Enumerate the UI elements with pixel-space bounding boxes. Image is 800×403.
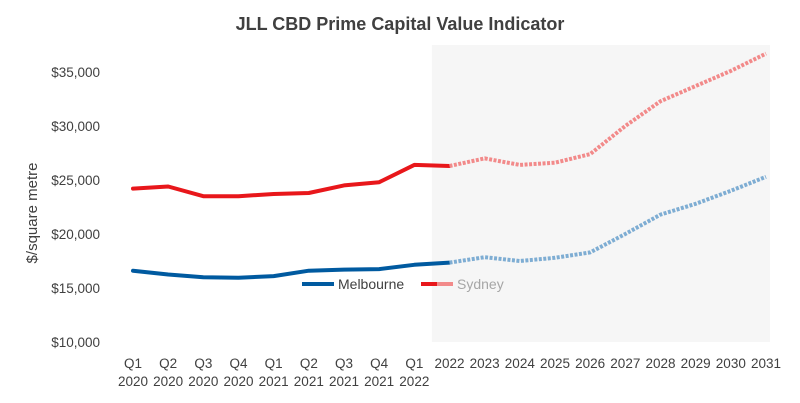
- melbourne-actual-line: [131, 260, 452, 280]
- x-tick-label: 2020: [118, 374, 148, 389]
- x-tick-label: 2021: [329, 374, 359, 389]
- x-tick-label: Q1: [124, 356, 142, 371]
- series-lines: [131, 51, 767, 280]
- x-tick-label: Q1: [265, 356, 283, 371]
- x-tick-label: 2020: [223, 374, 253, 389]
- x-tick-label: 2025: [540, 356, 570, 371]
- y-tick-label: $30,000: [51, 119, 100, 134]
- melbourne-forecast-line: [449, 174, 767, 265]
- y-tick-label: $15,000: [51, 281, 100, 296]
- y-tick-label: $10,000: [51, 335, 100, 350]
- x-tick-label: Q2: [159, 356, 177, 371]
- x-tick-label: Q3: [194, 356, 212, 371]
- forecast-shaded-region: [431, 45, 770, 342]
- x-tick-label: 2022: [399, 374, 429, 389]
- y-tick-label: $35,000: [51, 65, 100, 80]
- legend: Melbourne Sydney: [302, 276, 504, 292]
- x-tick-label: 2031: [751, 356, 781, 371]
- chart-title: JLL CBD Prime Capital Value Indicator: [236, 14, 565, 34]
- x-axis-ticks: Q1 2020 Q2 2020 Q3 2020 Q4 2020 Q1 2021 Q2 2021 Q3 20…: [118, 356, 781, 389]
- legend-melbourne-label: Melbourne: [338, 276, 404, 292]
- x-tick-label: 2027: [610, 356, 640, 371]
- x-tick-label: Q1: [405, 356, 423, 371]
- x-tick-label: 2030: [716, 356, 746, 371]
- x-tick-label: 2024: [505, 356, 536, 371]
- x-tick-label: 2028: [645, 356, 675, 371]
- sydney-actual-line: [131, 162, 452, 199]
- x-tick-label: Q4: [370, 356, 389, 371]
- x-tick-label: Q3: [335, 356, 353, 371]
- legend-sydney-label: Sydney: [457, 276, 504, 292]
- x-tick-label: Q4: [229, 356, 248, 371]
- x-tick-label: 2020: [188, 374, 218, 389]
- x-tick-label: 2029: [681, 356, 711, 371]
- y-tick-label: $20,000: [51, 227, 100, 242]
- y-axis-label: $/square metre: [24, 163, 41, 264]
- x-tick-label: 2022: [434, 356, 464, 371]
- x-tick-label: 2021: [259, 374, 289, 389]
- x-tick-label: 2026: [575, 356, 605, 371]
- x-tick-label: 2021: [294, 374, 324, 389]
- x-tick-label: 2023: [470, 356, 500, 371]
- y-tick-label: $25,000: [51, 173, 100, 188]
- x-tick-label: 2021: [364, 374, 394, 389]
- sydney-forecast-line: [449, 51, 767, 168]
- y-axis-ticks: $10,000 $15,000 $20,000 $25,000 $30,000 $35,0…: [51, 65, 100, 350]
- x-tick-label: 2020: [153, 374, 183, 389]
- x-tick-label: Q2: [300, 356, 318, 371]
